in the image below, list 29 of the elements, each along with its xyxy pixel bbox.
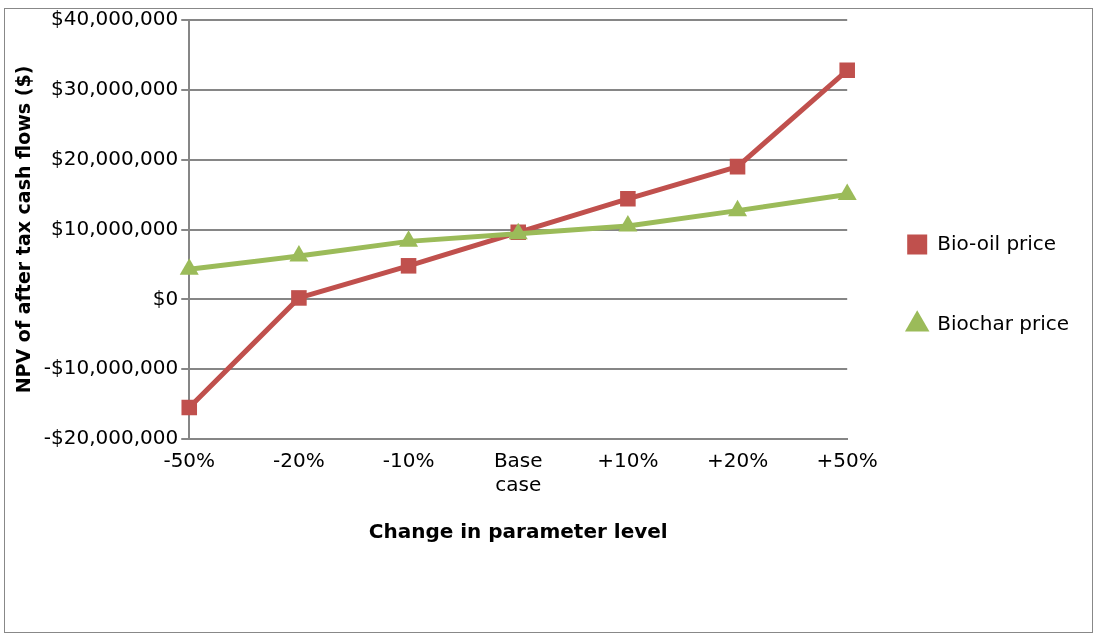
point [179, 258, 199, 275]
y-tick-label: $30,000,000 [51, 76, 179, 101]
x-tick-label: +50% [816, 448, 878, 473]
x-axis-title: Change in parameter level [368, 519, 668, 544]
y-tick-label: $10,000,000 [51, 215, 179, 240]
point [618, 215, 638, 232]
point [837, 183, 857, 201]
point [728, 199, 748, 217]
x-tick-label: -10% [382, 448, 435, 473]
y-tick-label: $20,000,000 [51, 145, 179, 170]
x-tick-label: +20% [706, 448, 769, 473]
y-tick-label: $0 [152, 285, 179, 310]
legend-label: Biochar price [937, 310, 1069, 335]
x-tick-label: +10% [597, 448, 659, 473]
point [620, 191, 636, 207]
point [291, 290, 307, 306]
point [729, 158, 746, 175]
y-tick-label: $40,000,000 [51, 6, 179, 31]
y-tick-label: -$20,000,000 [43, 425, 179, 450]
point [399, 230, 419, 247]
legend-label: Bio-oil price [937, 230, 1057, 255]
x-tick-label: -20% [273, 448, 325, 473]
y-axis-title: NPV of after tax cash flows ($) [12, 65, 35, 394]
x-tick-label: Base case [493, 448, 543, 497]
point [181, 399, 198, 416]
point [289, 245, 309, 262]
x-tick-label: -50% [163, 448, 216, 473]
point [400, 258, 417, 274]
y-tick-label: -$10,000,000 [43, 355, 179, 380]
